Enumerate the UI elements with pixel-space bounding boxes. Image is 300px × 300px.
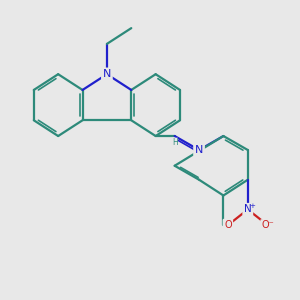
Text: N: N bbox=[103, 69, 111, 79]
Text: O: O bbox=[224, 220, 232, 230]
Text: +: + bbox=[249, 202, 255, 208]
Text: O⁻: O⁻ bbox=[261, 220, 274, 230]
Text: N: N bbox=[244, 204, 252, 214]
Text: H: H bbox=[172, 138, 178, 147]
Text: N: N bbox=[195, 145, 203, 155]
